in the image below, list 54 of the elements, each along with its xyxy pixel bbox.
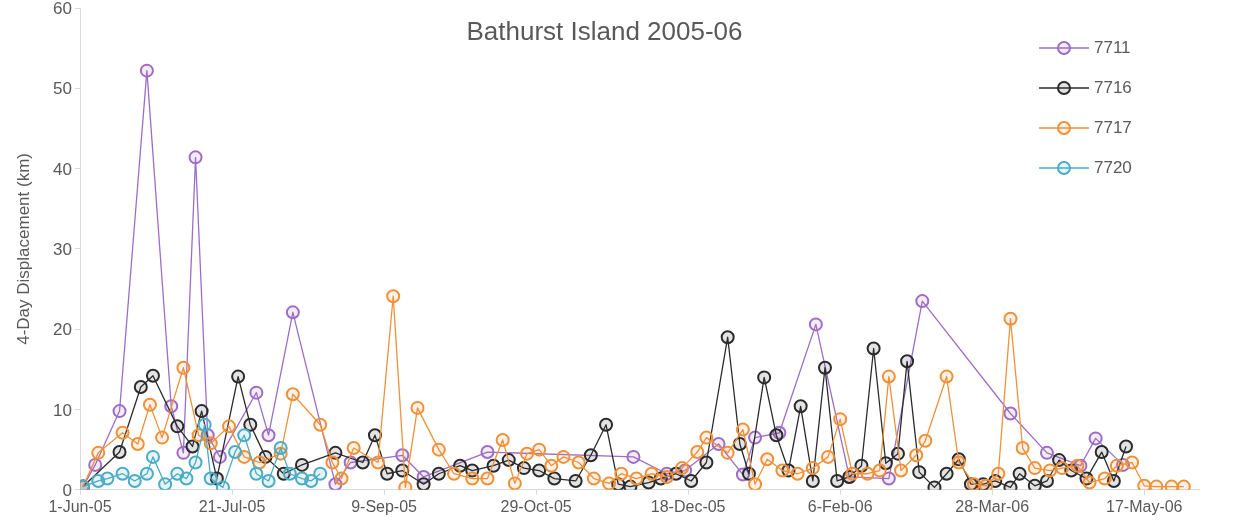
point	[285, 305, 300, 320]
x-tick-label: 17-May-06	[1106, 497, 1183, 515]
legend-label: 7716	[1094, 77, 1132, 97]
y-axis-title: 4-Day Displacement (km)	[13, 153, 33, 345]
y-tick-label: 10	[53, 400, 72, 420]
point	[176, 445, 191, 460]
point	[249, 466, 264, 481]
x-tick-label: 6-Feb-06	[807, 497, 873, 515]
point	[1088, 431, 1103, 446]
point	[112, 404, 127, 419]
y-tick-label: 0	[62, 480, 72, 500]
point	[127, 473, 142, 488]
point	[808, 317, 823, 332]
point	[179, 471, 194, 486]
point	[249, 385, 264, 400]
y-tick-label: 20	[53, 320, 72, 340]
point	[203, 471, 218, 486]
chart-title: Bathurst Island 2005-06	[466, 15, 743, 46]
point	[139, 63, 154, 78]
point	[100, 471, 115, 486]
y-tick-label: 50	[53, 79, 72, 99]
point	[188, 455, 203, 470]
y-tick-label: 30	[53, 240, 72, 259]
x-tick-label: 1-Jun-05	[48, 497, 112, 515]
point	[261, 428, 276, 443]
legend-label: 7711	[1094, 37, 1131, 57]
point	[145, 449, 160, 464]
point	[261, 473, 276, 488]
y-tick-label: 40	[53, 159, 72, 179]
y-tick-label: 60	[53, 0, 72, 19]
point	[1039, 445, 1054, 460]
point	[188, 150, 203, 165]
point	[197, 417, 212, 432]
x-tick-label: 9-Sep-05	[351, 497, 418, 515]
point	[313, 466, 328, 481]
x-tick-label: 21-Jul-05	[198, 497, 266, 515]
x-tick-label: 28-Mar-06	[955, 497, 1030, 515]
point	[915, 294, 930, 309]
point	[881, 471, 896, 486]
x-tick-label: 29-Oct-05	[500, 497, 572, 515]
x-tick-label: 18-Dec-05	[650, 497, 726, 515]
point	[273, 441, 288, 456]
point	[139, 466, 154, 481]
point	[158, 477, 173, 490]
legend-label: 7717	[1094, 117, 1132, 137]
point	[304, 473, 319, 488]
legend-label: 7720	[1094, 157, 1132, 177]
point	[115, 466, 130, 481]
point	[1003, 406, 1018, 421]
point	[626, 449, 641, 464]
point	[228, 445, 243, 460]
point	[237, 428, 252, 443]
point	[282, 466, 297, 481]
point	[480, 445, 495, 460]
